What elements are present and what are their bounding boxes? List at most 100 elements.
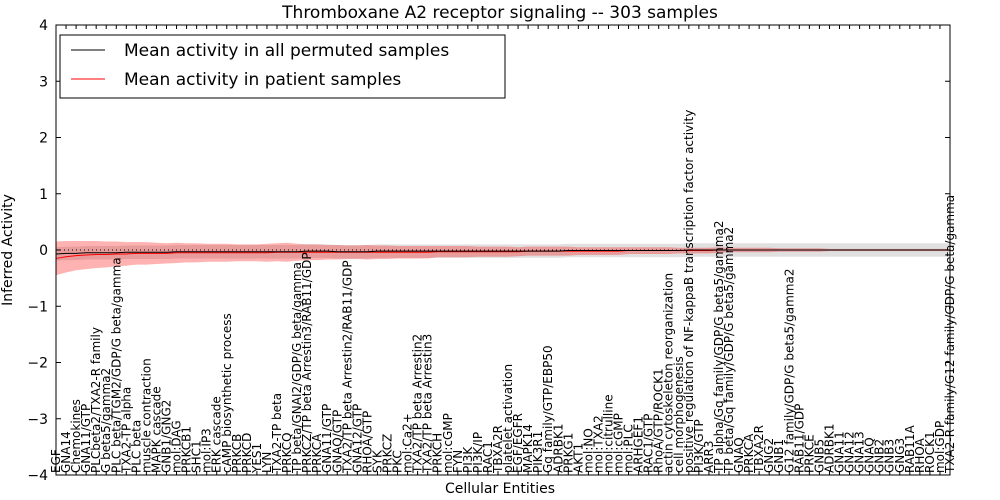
x-tick-label: Chemokines bbox=[69, 399, 83, 473]
legend: Mean activity in all permuted samples Me… bbox=[59, 34, 506, 99]
y-tick-label: 3 bbox=[39, 74, 48, 90]
x-tick-label: GNAQ bbox=[732, 437, 746, 473]
x-tick-label: GNA12 bbox=[843, 431, 857, 473]
x-tick-label: PRKG1 bbox=[561, 433, 575, 473]
y-tick-label: −1 bbox=[27, 299, 48, 315]
x-tick-label: mol:citrulline bbox=[601, 394, 615, 473]
x-tick-label: RHOA bbox=[913, 437, 927, 473]
x-tick-label: GNAQ/GTP bbox=[330, 410, 344, 473]
x-tick-label: GNB3 bbox=[883, 439, 897, 473]
x-tick-label: TXA2-TP beta bbox=[270, 393, 284, 474]
x-tick-label: positive regulation of NF-kappaB transcr… bbox=[682, 110, 696, 473]
x-tick-label: ARR3 bbox=[702, 440, 716, 473]
x-tick-label: cAMP biosynthetic process bbox=[220, 313, 234, 473]
x-tick-label: cell morphogenesis bbox=[672, 356, 686, 473]
x-tick-label: RAB11A bbox=[903, 424, 917, 473]
y-axis: −4 −3 −2 −1 0 1 2 3 4 bbox=[27, 18, 950, 484]
x-tick-label: PLCbeta2/TXA2-R family bbox=[89, 327, 103, 473]
x-tick-label: PLC beta bbox=[129, 420, 143, 473]
x-tick-label: PRKCB bbox=[230, 434, 244, 473]
x-tick-label: mol:Ca2+ bbox=[401, 413, 415, 473]
x-tick-label: mol:PLC bbox=[622, 424, 636, 473]
x-tick-label: mol:cGMP bbox=[612, 413, 626, 473]
chart-title: Thromboxane A2 receptor signaling -- 303… bbox=[281, 3, 718, 23]
x-tick-label: SYK bbox=[370, 449, 384, 473]
x-tick-label: TXA2/TP beta Arrestin3 bbox=[421, 334, 435, 474]
x-tick-label: PI3K/GTP bbox=[692, 419, 706, 473]
x-tick-label: TXA2/TP beta Arrestin2/RAB11/GDP bbox=[340, 260, 354, 474]
x-tick-label: GNA11/GTP bbox=[79, 404, 93, 473]
y-tick-label: 0 bbox=[39, 243, 48, 259]
x-tick-label: LYN bbox=[260, 452, 274, 473]
x-tick-label: mol:NO bbox=[581, 428, 595, 473]
x-tick-label: PI3K/IP bbox=[471, 432, 485, 473]
x-tick-label: PRKCZ/TP beta Arrestin3/RAB11/GDP bbox=[300, 252, 314, 473]
x-tick-label: mol:GDP bbox=[933, 421, 947, 473]
x-tick-label: Gq family/GTP/EBP50 bbox=[541, 345, 555, 473]
x-tick-label: RAC1 bbox=[481, 441, 495, 473]
x-tick-label: mol:DAG bbox=[170, 420, 184, 473]
x-tick-label: GNA11 bbox=[833, 431, 847, 473]
x-tick-label: mol:cGMP bbox=[441, 413, 455, 473]
x-tick-label: RAB11/GDP bbox=[792, 404, 806, 473]
x-tick-label: TP beta/GNAI2/GDP/G beta/gamma bbox=[290, 262, 304, 474]
x-tick-label: GNG3 bbox=[893, 438, 907, 473]
y-tick-label: 4 bbox=[39, 18, 48, 34]
y-tick-label: 2 bbox=[39, 131, 48, 147]
x-tick-label: GNAQ bbox=[863, 437, 877, 473]
x-tick-label: G beta5/gamma2 bbox=[99, 368, 113, 473]
x-tick-label: PRKCB1 bbox=[180, 426, 194, 473]
x-axis-label: Cellular Entities bbox=[445, 481, 555, 497]
y-tick-label: −2 bbox=[27, 356, 48, 372]
x-tick-label: GNB5 bbox=[812, 439, 826, 473]
y-axis-label: Inferred Activity bbox=[0, 194, 16, 306]
x-tick-label: SHC1 bbox=[190, 440, 204, 473]
x-tick-label: GNA11/GTP bbox=[320, 404, 334, 473]
x-tick-label: PIK3R1 bbox=[531, 431, 545, 473]
x-tick-label: actin cytoskeleton reorganization bbox=[662, 273, 676, 473]
x-tick-label: GNB2 bbox=[873, 439, 887, 473]
x-tick-label: MAPK cascade bbox=[149, 386, 163, 473]
y-tick-label: −4 bbox=[27, 468, 48, 484]
x-tick-label: PRKCD bbox=[240, 433, 254, 473]
legend-frame bbox=[59, 34, 506, 99]
x-tick-label: mol:TXA2 bbox=[591, 415, 605, 473]
x-tick-label: FYN bbox=[451, 450, 465, 473]
x-tick-label: ADRBK1 bbox=[822, 423, 836, 473]
x-tick-label: YES1 bbox=[250, 443, 264, 474]
x-tick-label: PRKCH bbox=[431, 433, 445, 473]
x-tick-label: GNA14 bbox=[59, 431, 73, 473]
x-tick-label: ROCK1 bbox=[923, 431, 937, 473]
x-tick-label: PLC beta/TGM2/GDP/G beta/gamma bbox=[109, 257, 123, 473]
x-tick-label: RhoA/GTP/ROCK1 bbox=[652, 368, 666, 473]
x-tick-label: TXA2-TP alpha bbox=[119, 387, 133, 474]
x-tick-label: EGF/EGFR bbox=[511, 413, 525, 473]
plot-area bbox=[55, 24, 951, 476]
x-tick-label: mol:IP3 bbox=[200, 428, 214, 473]
x-tick-label: PRKCE bbox=[802, 434, 816, 473]
x-tick-label: TBXA2R bbox=[752, 425, 766, 474]
x-tick-label: AKT1 bbox=[571, 443, 585, 473]
x-tick-label: EGF bbox=[49, 449, 63, 473]
x-axis: EGFGNA14ChemokinesGNA11/GTPPLCbeta2/TXA2… bbox=[49, 25, 957, 475]
x-tick-label: PRKCQ bbox=[280, 432, 294, 473]
x-tick-label: GNA12/GTP bbox=[350, 404, 364, 473]
x-tick-label: GNB1/GNG2 bbox=[159, 400, 173, 473]
x-tick-label: GNB1 bbox=[772, 439, 786, 473]
legend-label-permuted: Mean activity in all permuted samples bbox=[124, 41, 449, 61]
y-tick-label: 1 bbox=[39, 187, 48, 203]
x-tick-label: PKC bbox=[391, 450, 405, 473]
x-tick-label: MAPK14 bbox=[521, 424, 535, 473]
x-tick-label: TBXA2R bbox=[491, 425, 505, 474]
x-tick-label: muscle contraction bbox=[139, 358, 153, 473]
x-tick-label: PRKCA bbox=[310, 433, 324, 473]
x-tick-label: platelet activation bbox=[501, 364, 515, 473]
x-tick-label: GNG2 bbox=[762, 438, 776, 473]
x-tick-label: TXA2-R family/G12 family/GDP/G beta/gamm… bbox=[943, 195, 957, 474]
x-tick-label: TP beta/Gq family/GDP/G beta5/gamma2 bbox=[722, 227, 736, 474]
x-tick-label: ADRBK1 bbox=[551, 423, 565, 473]
x-tick-label: ERK cascade bbox=[210, 396, 224, 473]
x-tick-label: ARHGEF1 bbox=[632, 416, 646, 473]
x-tick-label: G12 family/GDP/G beta5/gamma2 bbox=[782, 269, 796, 473]
x-tick-label: TXA2/TP beta Arrestin2 bbox=[411, 334, 425, 474]
